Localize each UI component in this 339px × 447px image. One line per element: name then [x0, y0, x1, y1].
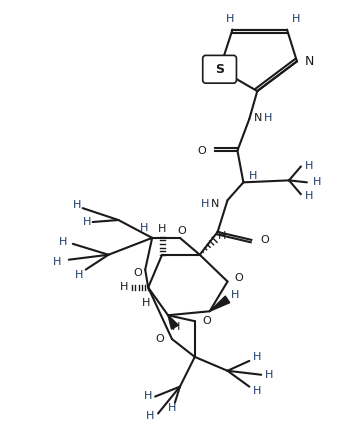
Text: H: H	[142, 298, 151, 308]
Text: O: O	[178, 226, 186, 236]
Text: H: H	[253, 352, 261, 362]
Text: H: H	[305, 161, 313, 172]
Text: N: N	[305, 55, 314, 68]
Text: O: O	[260, 235, 269, 245]
Text: H: H	[144, 391, 152, 401]
Text: H: H	[140, 223, 148, 233]
Text: H: H	[82, 217, 91, 227]
Text: H: H	[217, 231, 226, 241]
Text: H: H	[253, 386, 261, 396]
Text: H: H	[313, 177, 321, 187]
FancyBboxPatch shape	[203, 55, 236, 83]
Text: H: H	[75, 270, 83, 279]
Text: O: O	[197, 146, 206, 156]
Text: H: H	[231, 291, 240, 300]
Text: H: H	[120, 283, 128, 292]
Text: O: O	[133, 268, 142, 278]
Text: N: N	[211, 199, 220, 209]
Text: H: H	[264, 113, 273, 123]
Polygon shape	[210, 296, 230, 311]
Text: H: H	[73, 200, 81, 210]
Text: O: O	[235, 273, 243, 283]
Text: S: S	[215, 63, 224, 76]
Text: H: H	[168, 404, 176, 413]
Text: O: O	[155, 334, 164, 344]
Text: H: H	[146, 411, 154, 422]
Text: H: H	[249, 171, 258, 181]
Text: H: H	[59, 237, 67, 247]
Text: H: H	[226, 14, 235, 24]
Text: N: N	[254, 113, 263, 123]
Text: H: H	[53, 257, 61, 267]
Text: O: O	[203, 316, 212, 326]
Text: H: H	[305, 191, 313, 201]
Text: H: H	[172, 322, 180, 332]
Text: H: H	[158, 224, 166, 234]
Text: H: H	[265, 370, 273, 380]
Polygon shape	[168, 315, 178, 329]
Text: H: H	[201, 199, 210, 209]
Text: H: H	[292, 14, 300, 24]
